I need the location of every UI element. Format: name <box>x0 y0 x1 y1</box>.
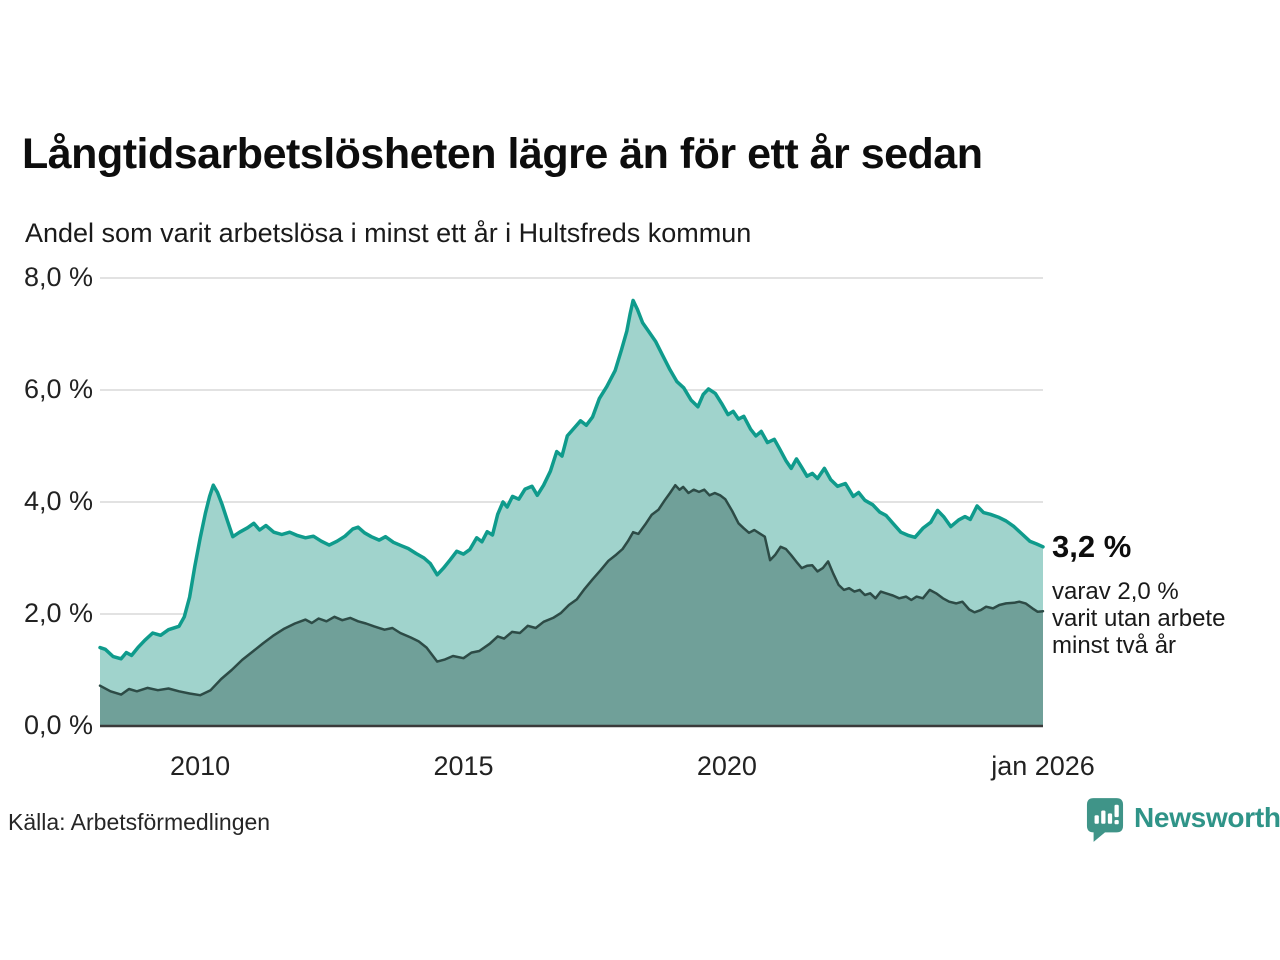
y-tick-label: 6,0 % <box>23 374 93 404</box>
y-tick-label: 8,0 % <box>23 262 93 292</box>
newsworthy-brand: Newsworthy <box>1086 797 1280 843</box>
x-tick-label: 2020 <box>696 751 757 781</box>
x-tick-label: 2010 <box>170 751 231 781</box>
line-minst-ett-ar <box>98 298 1045 661</box>
x-tick-label: 2015 <box>433 751 494 781</box>
chart-subtitle: Andel som varit arbetslösa i minst ett å… <box>25 218 752 248</box>
y-tick-label: 2,0 % <box>23 598 93 628</box>
source-label: Källa: Arbetsförmedlingen <box>8 809 271 835</box>
latest-value-annotation: 3,2 % varav 2,0 % varit utan arbete mins… <box>1052 529 1267 659</box>
y-tick-label: 4,0 % <box>23 486 93 516</box>
newsworthy-logo-text: Newsworthy <box>1134 802 1280 833</box>
area-minst-tva-ar <box>100 485 1043 726</box>
page-title: Långtidsarbetslösheten lägre än för ett … <box>22 130 983 178</box>
line-minst-tva-ar <box>98 483 1045 697</box>
annotation-detail: varav 2,0 % varit utan arbete minst två … <box>1052 578 1267 659</box>
annotation-detail-line: varit utan arbete <box>1052 605 1226 633</box>
annotation-detail-line: varav 2,0 % <box>1052 578 1179 606</box>
annotation-detail-line: minst två år <box>1052 632 1177 660</box>
y-tick-label: 0,0 % <box>23 710 93 740</box>
x-tick-label: jan 2026 <box>991 751 1095 781</box>
newsworthy-logo-icon <box>1086 798 1124 842</box>
annotation-latest-value: 3,2 % <box>1052 529 1132 564</box>
